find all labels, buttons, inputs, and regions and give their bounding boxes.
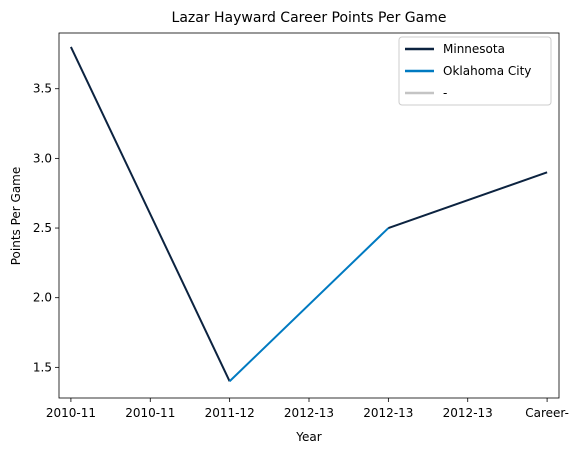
x-axis-label: Year bbox=[295, 430, 321, 444]
x-tick-label: 2012-13 bbox=[284, 406, 334, 420]
x-tick-label: 2010-11 bbox=[46, 406, 96, 420]
y-tick-label: 2.5 bbox=[33, 221, 52, 235]
legend: Minnesota Oklahoma City - bbox=[399, 37, 551, 105]
legend-label: - bbox=[443, 86, 447, 100]
y-axis-label: Points Per Game bbox=[9, 167, 23, 266]
x-tick-label: 2012-13 bbox=[443, 406, 493, 420]
x-tick-label: Career- bbox=[525, 406, 569, 420]
legend-label: Oklahoma City bbox=[443, 64, 531, 78]
y-tick-label: 3.5 bbox=[33, 82, 52, 96]
series-line-1 bbox=[230, 228, 389, 381]
series-line-0 bbox=[71, 47, 230, 381]
y-tick-label: 1.5 bbox=[33, 360, 52, 374]
x-tick-label: 2011-12 bbox=[205, 406, 255, 420]
x-tick-label: 2010-11 bbox=[125, 406, 175, 420]
y-tick-label: 3.0 bbox=[33, 151, 52, 165]
series-line-3 bbox=[388, 172, 547, 228]
chart-title: Lazar Hayward Career Points Per Game bbox=[172, 10, 447, 26]
y-tick-label: 2.0 bbox=[33, 291, 52, 305]
legend-label: Minnesota bbox=[443, 42, 505, 56]
x-tick-label: 2012-13 bbox=[363, 406, 413, 420]
